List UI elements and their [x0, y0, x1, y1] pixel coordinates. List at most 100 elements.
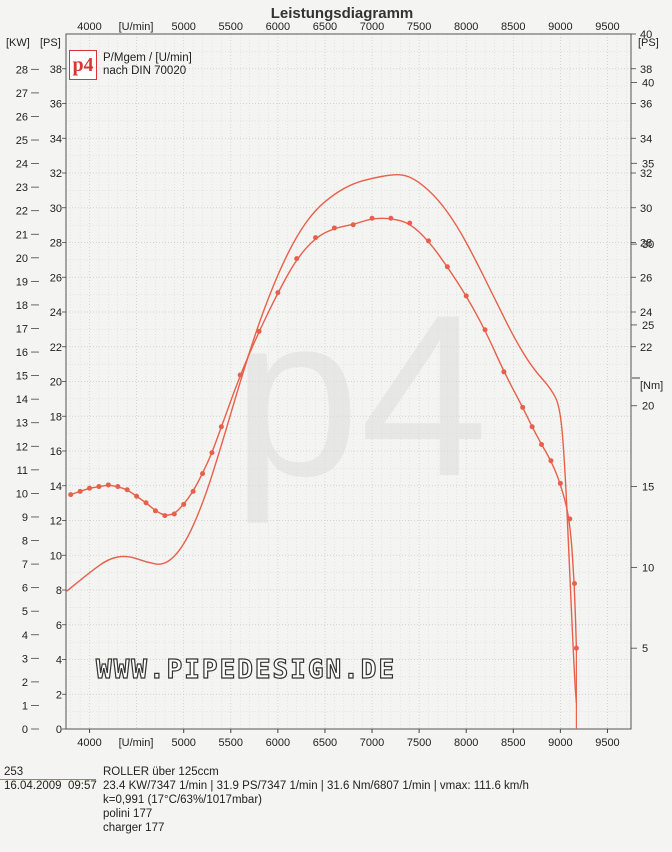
kw-tick-20: 20 [16, 253, 28, 265]
ps-right-tick-26: 26 [640, 272, 652, 284]
x-tick-bottom-9000: 9000 [548, 737, 572, 749]
series-point-torque-4 [105, 482, 111, 488]
series-point-torque-1 [77, 488, 83, 494]
kw-tick-6: 6 [22, 583, 28, 595]
x-tick-top-8500: 8500 [501, 21, 525, 33]
ps-tick-4: 4 [56, 655, 62, 667]
series-point-torque-32 [520, 404, 526, 410]
kw-tick-14: 14 [16, 394, 28, 406]
series-point-torque-2 [87, 485, 93, 491]
series-point-torque-7 [134, 493, 140, 499]
kw-tick-2: 2 [22, 677, 28, 689]
ps-tick-24: 24 [50, 307, 62, 319]
x-tick-bottom-5500: 5500 [219, 737, 243, 749]
kw-tick-11: 11 [17, 465, 28, 477]
series-point-torque-20 [294, 256, 300, 262]
note-polini: polini 177 [103, 808, 153, 820]
kw-tick-12: 12 [16, 441, 28, 453]
legend-line-1: P/Mgem / [U/min] [103, 52, 192, 64]
x-tick-top-8000: 8000 [454, 21, 478, 33]
ps-tick-16: 16 [50, 446, 62, 458]
x-tick-top-9000: 9000 [548, 21, 572, 33]
series-point-torque-35 [548, 458, 554, 464]
legend: P/Mgem / [U/min] nach DIN 70020 [103, 52, 192, 78]
ps-tick-10: 10 [50, 550, 62, 562]
series-point-torque-22 [331, 225, 337, 231]
ps-right-tick-22: 22 [640, 342, 652, 354]
kw-tick-16: 16 [16, 347, 28, 359]
kw-tick-23: 23 [16, 182, 28, 194]
series-point-torque-36 [557, 480, 563, 486]
nm-tick-40: 40 [642, 77, 654, 89]
ps-tick-6: 6 [56, 620, 62, 632]
chart-title: Leistungsdiagramm [271, 5, 414, 22]
ps-tick-32: 32 [50, 168, 62, 180]
kw-tick-0: 0 [22, 724, 28, 736]
run-time: 09:57 [68, 780, 97, 792]
series-point-torque-13 [190, 488, 196, 494]
ps-right-axis-label: [PS] [638, 37, 659, 49]
ps-right-tick-30: 30 [640, 203, 652, 215]
ps-right-tick-32: 32 [640, 168, 652, 180]
ps-tick-8: 8 [56, 585, 62, 597]
series-point-torque-28 [444, 264, 450, 270]
ps-right-tick-40: 40 [640, 29, 652, 41]
nm-tick-10: 10 [642, 562, 654, 574]
kw-tick-7: 7 [22, 559, 28, 571]
nm-tick-15: 15 [642, 482, 654, 494]
nm-tick-25: 25 [642, 320, 654, 332]
kw-tick-26: 26 [16, 111, 28, 123]
note-charger: charger 177 [103, 822, 165, 834]
series-point-torque-17 [237, 372, 243, 378]
website-watermark: WWW.PIPEDESIGN.DE [96, 655, 396, 685]
series-point-torque-0 [68, 492, 74, 498]
kw-tick-4: 4 [22, 630, 28, 642]
series-point-torque-11 [171, 511, 177, 517]
kw-tick-1: 1 [22, 700, 28, 712]
series-point-torque-15 [209, 450, 215, 456]
x-tick-bottom-4000: 4000 [77, 737, 101, 749]
x-unit-label-bottom: [U/min] [119, 737, 154, 749]
run-date: 16.04.2009 [4, 780, 62, 792]
x-unit-label-top: [U/min] [119, 21, 154, 33]
ps-tick-34: 34 [50, 133, 62, 145]
ps-right-tick-28: 28 [640, 238, 652, 250]
series-point-torque-33 [529, 424, 535, 430]
ps-tick-30: 30 [50, 203, 62, 215]
run-number-underline [0, 779, 96, 780]
x-tick-bottom-9500: 9500 [595, 737, 619, 749]
kw-tick-17: 17 [16, 323, 28, 335]
kw-tick-24: 24 [16, 159, 28, 171]
ps-tick-18: 18 [50, 411, 62, 423]
series-point-torque-31 [501, 369, 507, 375]
kw-tick-8: 8 [22, 536, 28, 548]
series-point-torque-5 [115, 484, 121, 490]
kw-tick-3: 3 [22, 653, 28, 665]
kw-tick-15: 15 [16, 371, 28, 383]
series-point-torque-34 [539, 442, 545, 448]
series-point-torque-37 [567, 516, 573, 522]
ps-tick-26: 26 [50, 272, 62, 284]
series-point-torque-38 [572, 581, 577, 587]
ps-tick-0: 0 [56, 724, 62, 736]
ps-tick-20: 20 [50, 377, 62, 389]
ps-tick-2: 2 [56, 689, 62, 701]
series-point-torque-19 [275, 290, 281, 296]
kw-axis-label: [KW] [6, 37, 30, 49]
grid-lines [66, 34, 631, 729]
correction-factor: k=0,991 (17°C/63%/1017mbar) [103, 794, 262, 806]
legend-line-2: nach DIN 70020 [103, 65, 187, 77]
ps-tick-36: 36 [50, 99, 62, 111]
ps-tick-38: 38 [50, 64, 62, 76]
kw-tick-22: 22 [16, 206, 28, 218]
kw-tick-21: 21 [16, 229, 28, 241]
series-point-torque-27 [426, 238, 432, 244]
series-point-torque-29 [463, 293, 469, 299]
series-point-torque-30 [482, 327, 488, 333]
x-tick-bottom-5000: 5000 [171, 737, 195, 749]
kw-tick-18: 18 [16, 300, 28, 312]
run-number: 253 [4, 766, 24, 778]
nm-tick-5: 5 [642, 643, 648, 655]
nm-axis-label: [Nm] [640, 380, 663, 392]
